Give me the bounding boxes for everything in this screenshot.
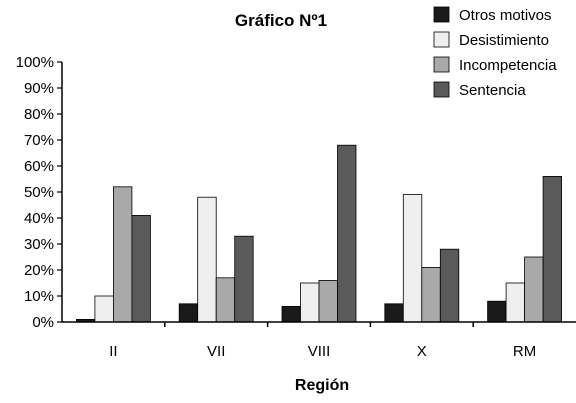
bar-desistimiento-x — [402, 194, 423, 323]
x-axis: II VII VIII X RM — [62, 321, 576, 360]
bars — [76, 144, 562, 323]
bar-incompetencia-ii — [113, 186, 133, 323]
legend-label: Otros motivos — [459, 7, 552, 24]
legend-label: Sentencia — [459, 82, 526, 99]
legend-label: Desistimiento — [459, 32, 549, 49]
bar-sentencia-ii — [131, 214, 151, 323]
legend-swatch — [433, 6, 450, 23]
bar-incompetencia-x — [421, 266, 441, 323]
bar-otros-motivos-x — [384, 303, 404, 323]
bar-sentencia-x — [439, 248, 460, 323]
y-tick-label: 60% — [24, 158, 54, 175]
x-tick-label: RM — [513, 343, 536, 360]
y-tick-label: 50% — [24, 184, 54, 201]
bar-incompetencia-viii — [318, 279, 338, 323]
bar-sentencia-rm — [542, 175, 562, 323]
legend-label: Incompetencia — [459, 57, 557, 74]
bar-desistimiento-viii — [300, 282, 320, 323]
y-tick-label: 20% — [24, 262, 54, 279]
legend-swatch — [433, 56, 450, 73]
legend-swatch — [433, 31, 450, 48]
y-tick-label: 10% — [24, 288, 54, 305]
y-tick-label: 0% — [32, 314, 54, 331]
legend-swatch — [433, 81, 450, 98]
y-tick-label: 100% — [16, 54, 54, 71]
y-tick-label: 90% — [24, 80, 54, 97]
y-tick-label: 40% — [24, 210, 54, 227]
y-tick-label: 70% — [24, 132, 54, 149]
bar-otros-motivos-vii — [178, 303, 199, 323]
y-axis: 0% 10% 20% 30% 40% 50% 60% 70% 80% 90% 100% — [16, 54, 63, 331]
x-tick-label: X — [417, 343, 427, 360]
bar-sentencia-viii — [337, 144, 357, 323]
bar-desistimiento-rm — [505, 282, 526, 323]
x-tick-label: VIII — [308, 343, 331, 360]
legend: Otros motivos Desistimiento Incompetencia S… — [433, 6, 557, 99]
bar-incompetencia-rm — [524, 256, 544, 323]
bar-sentencia-vii — [234, 235, 254, 323]
bar-otros-motivos-viii — [281, 305, 301, 323]
y-tick-label: 30% — [24, 236, 54, 253]
bar-desistimiento-ii — [94, 295, 114, 323]
bar-desistimiento-vii — [197, 196, 217, 323]
chart-title: Gráfico Nº1 — [235, 11, 327, 30]
x-tick-label: VII — [207, 343, 225, 360]
x-tick-label: II — [109, 343, 117, 360]
bar-otros-motivos-rm — [487, 300, 507, 323]
y-tick-label: 80% — [24, 106, 54, 123]
bar-incompetencia-vii — [215, 277, 236, 323]
x-axis-label: Región — [295, 377, 349, 394]
